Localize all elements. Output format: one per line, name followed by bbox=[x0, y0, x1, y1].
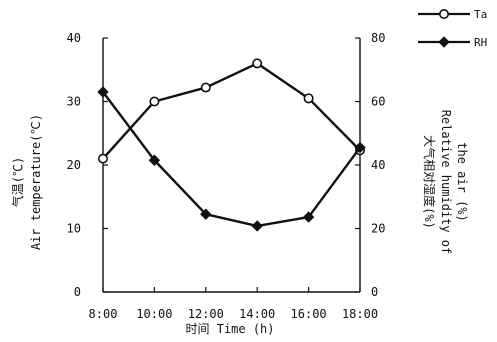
left-tick-label: 40 bbox=[67, 31, 81, 45]
data-point-rh bbox=[148, 154, 161, 166]
x-tick-label: 14:00 bbox=[239, 307, 275, 321]
legend-label-rh: RH bbox=[474, 36, 487, 49]
data-point-ta bbox=[98, 153, 109, 164]
data-point-rh bbox=[251, 220, 263, 232]
right-tick-label: 60 bbox=[371, 95, 385, 109]
x-tick-label: 16:00 bbox=[291, 307, 327, 321]
left-axis-title: 气温(℃) Air temperature(℃) bbox=[10, 114, 43, 250]
ticks-group: 0 10 20 30 40 0 20 40 60 80 8:00 10:00 12:00 14:00 16:… bbox=[67, 31, 386, 321]
right-axis-title-en-1: Relative humidity of bbox=[439, 110, 453, 255]
x-tick-label: 12:00 bbox=[188, 307, 224, 321]
legend-marker-rh bbox=[438, 36, 450, 48]
data-point-rh bbox=[97, 86, 109, 98]
left-tick-label: 20 bbox=[67, 158, 81, 172]
legend: Ta RH bbox=[418, 8, 487, 49]
right-axis-title: 大气相对湿度(%) Relative humidity of the air (… bbox=[422, 110, 469, 255]
series-group bbox=[97, 58, 366, 232]
series-line-ta bbox=[102, 62, 361, 160]
left-axis-title-zh: 气温(℃) bbox=[10, 157, 25, 207]
right-tick-label: 0 bbox=[371, 285, 378, 299]
data-point-ta bbox=[200, 82, 211, 93]
series-line-rh bbox=[102, 91, 361, 228]
right-tick-label: 80 bbox=[371, 31, 385, 45]
x-axis-title: 时间 Time (h) bbox=[185, 322, 274, 336]
x-tick-label: 10:00 bbox=[136, 307, 172, 321]
left-tick-label: 10 bbox=[67, 222, 81, 236]
right-tick-label: 20 bbox=[371, 222, 385, 236]
right-axis-title-zh: 大气相对湿度(%) bbox=[422, 135, 437, 229]
left-tick-label: 30 bbox=[67, 95, 81, 109]
data-point-rh bbox=[354, 141, 366, 154]
legend-marker-ta bbox=[438, 9, 449, 19]
left-tick-label: 0 bbox=[74, 285, 81, 299]
data-point-ta bbox=[252, 58, 263, 69]
data-point-ta bbox=[149, 96, 160, 107]
legend-label-ta: Ta bbox=[474, 8, 487, 21]
right-axis-title-en-2: the air (%) bbox=[455, 142, 469, 221]
x-tick-label: 18:00 bbox=[342, 307, 378, 321]
right-tick-label: 40 bbox=[371, 158, 385, 172]
data-point-rh bbox=[200, 208, 212, 220]
left-axis-title-en: Air temperature(℃) bbox=[29, 114, 43, 250]
data-point-ta bbox=[303, 93, 314, 104]
data-point-rh bbox=[302, 211, 315, 223]
x-tick-label: 8:00 bbox=[89, 307, 118, 321]
